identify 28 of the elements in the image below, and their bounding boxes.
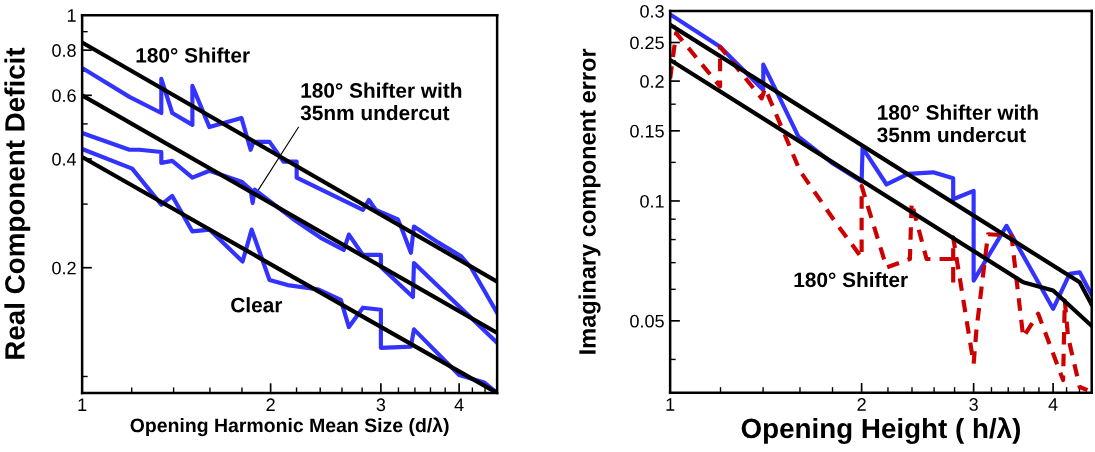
- y-tick-label: 0.2: [52, 261, 76, 275]
- y-tick-label: 0.1: [640, 194, 664, 208]
- x-tick-label: 1: [78, 398, 87, 411]
- y-tick-label: 0.2: [640, 75, 664, 88]
- annotation: 180° Shifter with 35nm undercut: [300, 82, 462, 121]
- y-axis-title: Real Component Deficit: [4, 47, 31, 359]
- y-tick-label: 1: [67, 9, 76, 22]
- x-tick-label: 4: [1048, 398, 1058, 411]
- annotation: 180° Shifter with 35nm undercut: [877, 104, 1038, 143]
- x-axis-title: Opening Harmonic Mean Size (d/λ): [130, 417, 449, 437]
- annotation: 180° Shifter: [136, 47, 250, 63]
- x-tick-label: 3: [969, 398, 978, 411]
- x-tick-label: 1: [666, 398, 675, 411]
- x-tick-label: 4: [454, 398, 464, 411]
- y-tick-label: 0.3: [640, 4, 664, 18]
- y-tick-label: 0.25: [630, 36, 664, 50]
- x-axis-title: Opening Height ( h/λ): [741, 417, 1020, 444]
- y-tick-label: 0.8: [52, 44, 76, 57]
- x-tick-label: 2: [857, 398, 866, 411]
- x-tick-label: 2: [266, 398, 275, 411]
- y-axis-title: Imaginary component error: [578, 48, 601, 354]
- y-tick-label: 0.6: [52, 89, 76, 103]
- x-tick-label: 3: [376, 398, 386, 412]
- annotation: 180° Shifter: [794, 271, 908, 288]
- y-tick-label: 0.05: [630, 314, 664, 328]
- y-tick-label: 0.4: [52, 152, 77, 166]
- annotation: Clear: [231, 297, 283, 313]
- y-tick-label: 0.15: [630, 124, 664, 138]
